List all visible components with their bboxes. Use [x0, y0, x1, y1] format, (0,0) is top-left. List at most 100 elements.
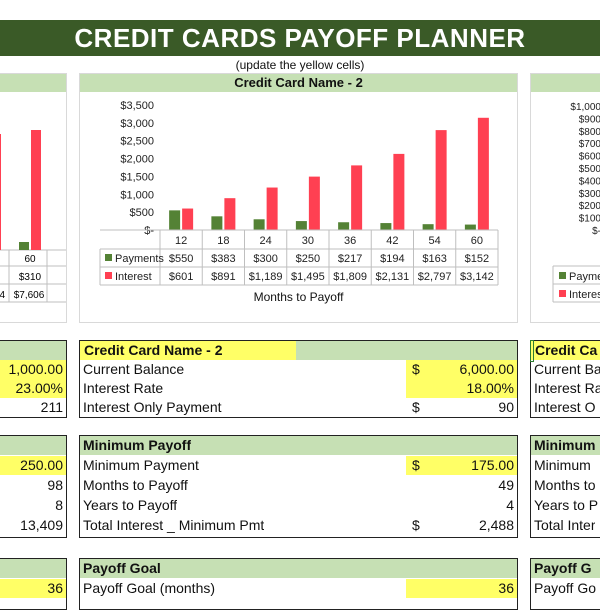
bar-payments: [253, 219, 265, 230]
right-y-tick-label: $1,000: [570, 102, 600, 113]
card3-months-row: Months to: [531, 476, 600, 495]
card3-goal-header-row: Payoff G: [531, 559, 600, 578]
right-y-tick-label: $300: [579, 189, 600, 200]
card1-balance-value[interactable]: 1,000.00: [8, 361, 64, 377]
card3-minimum-section: Minimum Minimum Months to Years to P Tot…: [530, 435, 600, 538]
card1-goal-row[interactable]: 36: [0, 579, 66, 598]
card1-total-interest-row: 13,409: [0, 516, 66, 535]
card2-interest-only-value: 90: [498, 399, 514, 415]
card1-min-header-row: [0, 436, 66, 455]
card2-goal-label: Payoff Goal (months): [83, 580, 216, 596]
right-legend-swatch-interest: [559, 290, 566, 297]
bar-card1-payments-last: [19, 242, 29, 250]
data-label-payments: $152: [465, 253, 489, 265]
card2-name-input[interactable]: Credit Card Name - 2: [80, 341, 300, 360]
right-y-tick-label: $700: [579, 139, 600, 150]
data-label-payments: $250: [296, 253, 320, 265]
card3-balance-row: Current Ba: [531, 360, 600, 379]
right-y-tick-label: $100: [579, 214, 600, 225]
data-label-payments: $194: [380, 253, 404, 265]
card2-min-payment-label: Minimum Payment: [83, 457, 199, 473]
right-y-tick-label: $-: [592, 226, 600, 237]
chart-card-1[interactable]: 60 $310 4 $7,606: [0, 73, 67, 323]
bar-payments: [338, 222, 350, 230]
right-y-tick-label: $900: [579, 114, 600, 125]
card2-header-row: Credit Card Name - 2: [80, 341, 517, 360]
card2-min-payment-currency: $: [412, 457, 420, 473]
card2-rate-input[interactable]: 18.00%: [406, 379, 517, 398]
card1-interest-only-row: 211: [0, 398, 66, 417]
card2-goal-header: Payoff Goal: [83, 560, 161, 576]
data-label-interest: $1,809: [333, 271, 367, 283]
data-label-interest: $3,142: [460, 271, 494, 283]
card2-minimum-section: Minimum Payoff Minimum Payment $ 175.00 …: [79, 435, 518, 538]
card3-goal-header: Payoff G: [534, 560, 592, 576]
y-tick-label: $3,500: [120, 100, 154, 112]
card1-years-value: 8: [55, 497, 63, 513]
chart-card-3[interactable]: $1,000 $900 $800 $700 $600 $500 $400 $300 $200 $1…: [530, 73, 600, 323]
card3-rate-label: Interest Ra: [534, 380, 600, 396]
card1-goal-value[interactable]: 36: [47, 580, 63, 596]
legend-label-payments: Payments: [115, 253, 164, 265]
right-y-tick-label: $500: [579, 164, 600, 175]
data-label-interest: $2,797: [418, 271, 452, 283]
card1-months-row: 98: [0, 476, 66, 495]
card1-total-interest-value: 13,409: [20, 517, 63, 533]
y-tick-label: $-: [144, 225, 154, 237]
bar-interest: [224, 198, 236, 230]
card1-minimum-section: 250.00 98 8 13,409: [0, 435, 67, 538]
card1-rate-row[interactable]: 23.00%: [0, 379, 66, 398]
card2-total-interest-currency: $: [412, 517, 420, 533]
card2-goal-header-row: Payoff Goal: [80, 559, 517, 578]
card2-rate-label: Interest Rate: [83, 380, 164, 396]
card3-min-payment-label: Minimum: [534, 457, 591, 473]
card3-min-header-row: Minimum: [531, 436, 600, 455]
card3-name-input[interactable]: Credit Ca: [531, 341, 600, 360]
card1-interest-only-value: 211: [40, 399, 63, 415]
card2-min-payment-input[interactable]: $ 175.00: [406, 456, 517, 475]
card2-balance-currency: $: [412, 361, 420, 377]
right-legend-label-payments: Payme: [569, 271, 600, 283]
card3-min-payment-row: Minimum: [531, 456, 600, 475]
card1-min-payment-row[interactable]: 250.00: [0, 456, 66, 475]
card2-goal-input[interactable]: 36: [406, 579, 517, 598]
chart-card-2[interactable]: Credit Card Name - 2 $3,500 $3,000 $2,500 $…: [79, 73, 518, 323]
data-label-interest: $891: [211, 271, 235, 283]
card2-total-interest-value: 2,488: [478, 517, 514, 533]
x-axis-title: Months to Payoff: [253, 290, 344, 304]
legend-swatch-interest: [105, 272, 112, 279]
legend-swatch-payments: [105, 254, 112, 261]
card1-goal-section: 36: [0, 558, 67, 610]
data-label-payments: $383: [211, 253, 235, 265]
card2-goal-section: Payoff Goal Payoff Goal (months) 36: [79, 558, 518, 610]
card2-interest-only-label: Interest Only Payment: [83, 399, 222, 415]
right-legend-label-interest: Interes: [569, 289, 600, 301]
card3-years-row: Years to P: [531, 496, 600, 515]
card3-balance-section: Credit Ca Current Ba Interest Ra Interes…: [530, 340, 600, 418]
y-tick-label: $2,000: [120, 154, 154, 166]
card2-balance-input[interactable]: $ 6,000.00: [406, 360, 517, 379]
card2-min-payment-row: Minimum Payment $ 175.00: [80, 456, 517, 475]
card3-goal-row: Payoff Go: [531, 579, 600, 598]
card2-goal-value: 36: [498, 580, 514, 596]
chart-card-2-plot: $3,500 $3,000 $2,500 $2,000 $1,500 $1,000 $500…: [99, 100, 499, 286]
x-tick-label: 60: [471, 235, 483, 247]
card1-min-payment-value[interactable]: 250.00: [20, 457, 63, 473]
card1-balance-row[interactable]: 1,000.00: [0, 360, 66, 379]
bar-payments: [464, 224, 476, 230]
page-subtitle: (update the yellow cells): [235, 58, 365, 72]
card2-min-header: Minimum Payoff: [83, 437, 192, 453]
bar-card1-interest-cut: [0, 134, 1, 250]
card2-months-row: Months to Payoff 49: [80, 476, 517, 495]
card1-interest-label: $7,606: [14, 290, 45, 301]
right-legend-swatch-payments: [559, 272, 566, 279]
title-banner: [0, 20, 600, 56]
data-label-payments: $163: [422, 253, 446, 265]
card2-interest-only-currency: $: [412, 399, 420, 415]
data-label-interest: $601: [169, 271, 193, 283]
card2-years-value: 4: [506, 497, 514, 513]
card3-min-header: Minimum: [534, 437, 596, 453]
card1-rate-value[interactable]: 23.00%: [15, 380, 63, 396]
bar-interest: [308, 176, 320, 230]
card3-months-label: Months to: [534, 477, 596, 493]
